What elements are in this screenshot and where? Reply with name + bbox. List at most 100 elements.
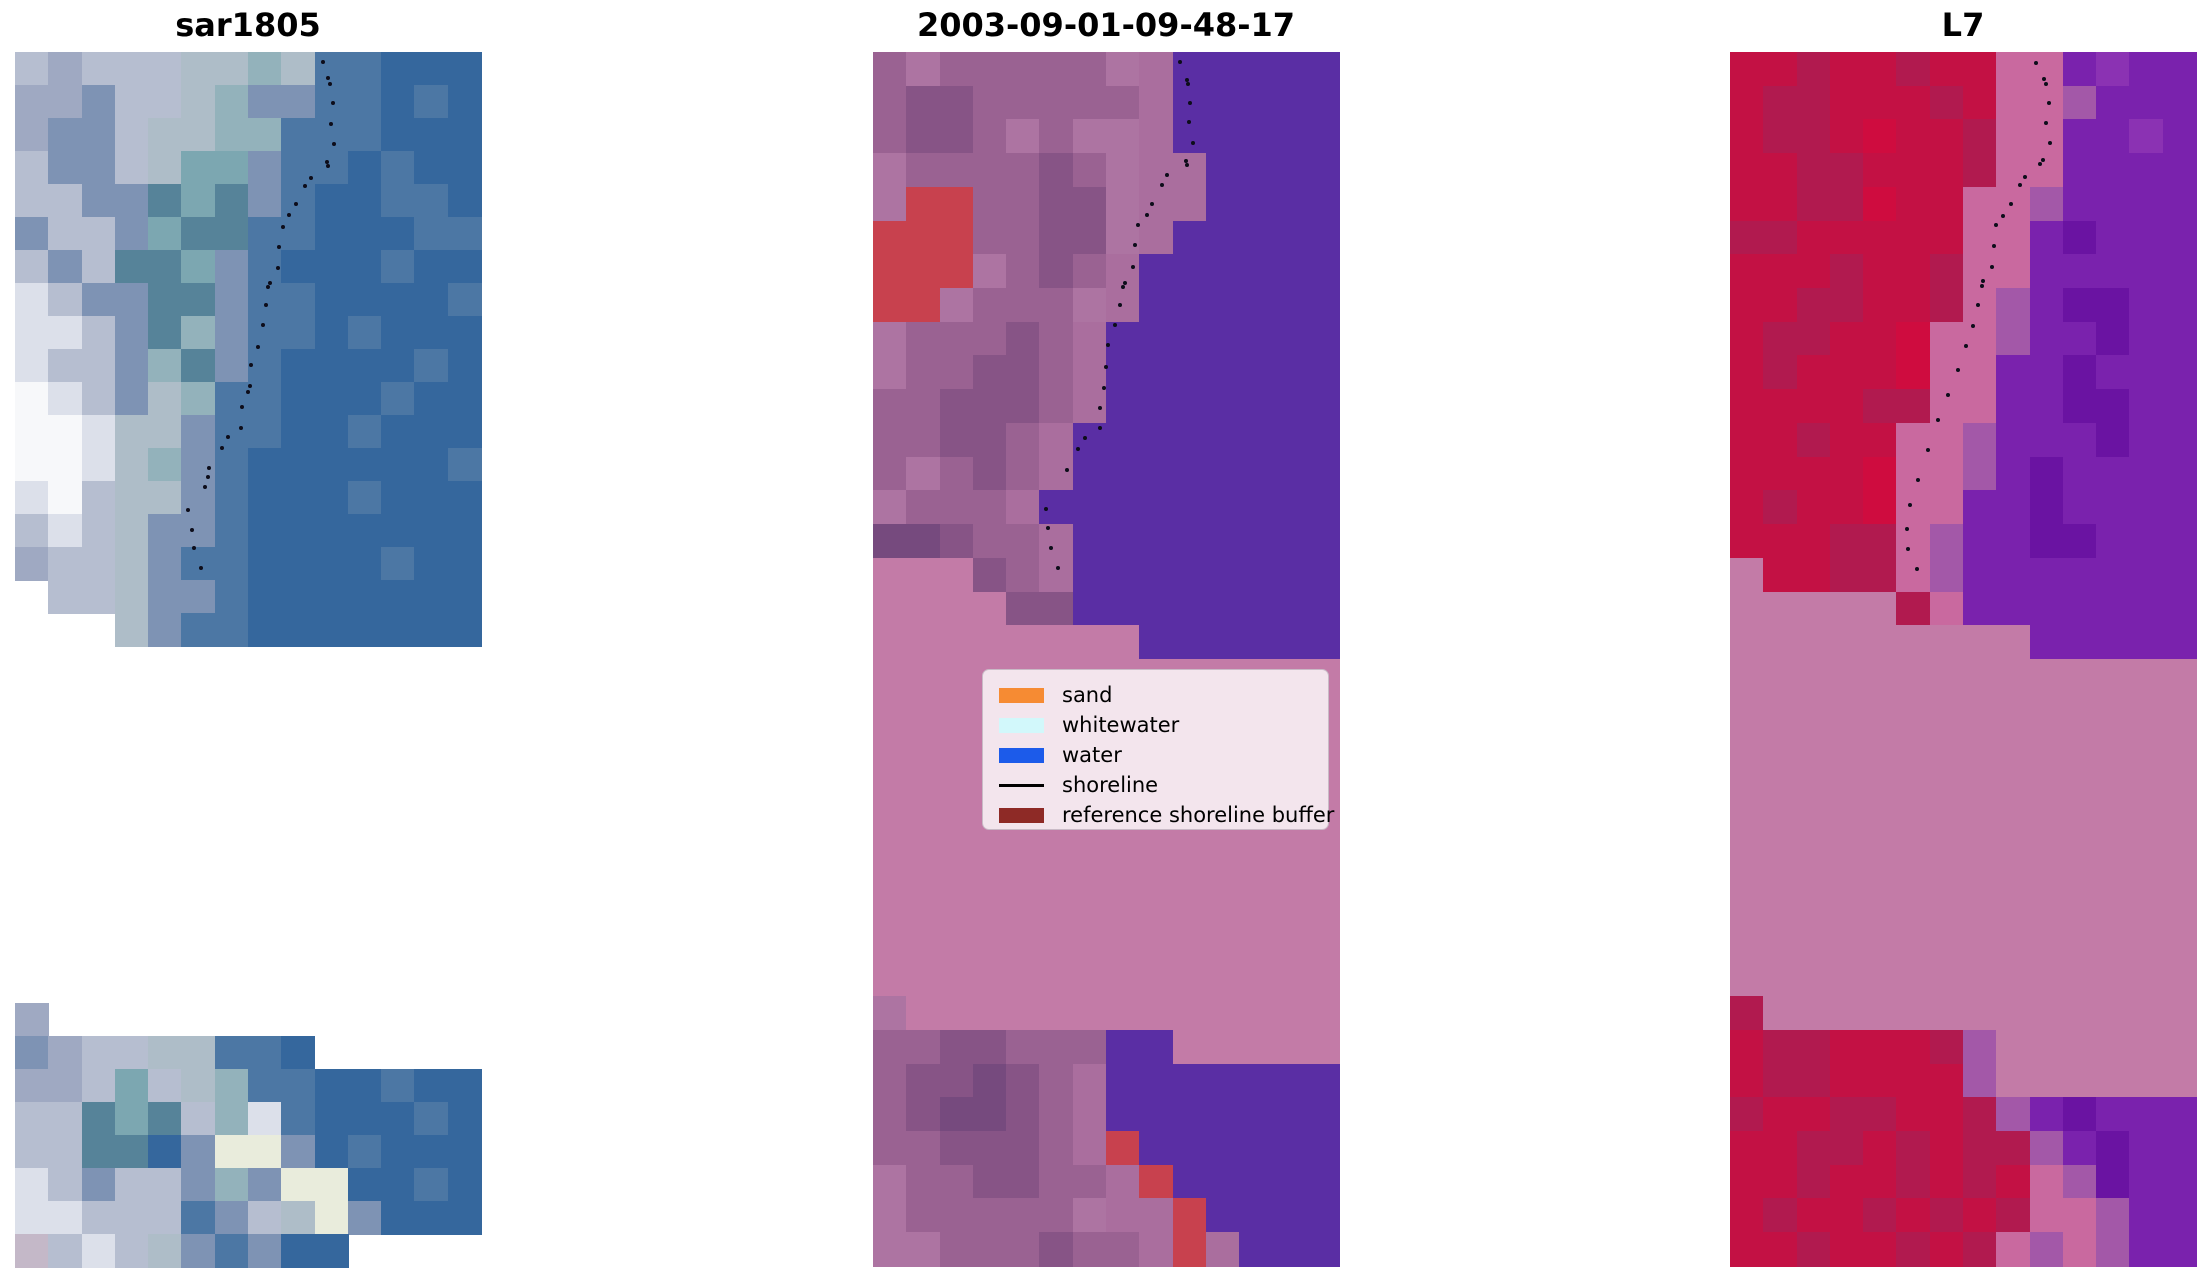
image-pixel [2062,557,2097,593]
image-pixel [1006,153,1041,188]
image-pixel [2096,591,2131,626]
image-pixel [314,151,349,185]
image-pixel [1730,153,1764,188]
image-pixel [81,448,116,482]
image-pixel [1929,692,1964,728]
image-pixel [414,250,449,284]
shoreline-dot [1964,344,1968,348]
shoreline-dot [207,466,211,470]
image-pixel [281,85,316,119]
image-pixel [148,250,183,284]
image-pixel [1996,692,2031,728]
image-pixel [314,448,349,482]
image-pixel [1730,557,1764,593]
image-pixel [114,184,149,218]
image-pixel [414,1102,449,1136]
image-pixel [1829,793,1864,829]
image-pixel [181,580,216,614]
image-pixel [1996,355,2031,390]
image-pixel [1963,827,1997,862]
image-pixel [1996,928,2031,964]
image-pixel [1863,254,1898,289]
image-pixel [214,415,249,449]
image-pixel [81,1168,116,1202]
image-pixel [381,514,416,548]
image-pixel [1139,321,1174,357]
legend-item-water: water [983,740,1328,770]
image-pixel [1863,456,1898,492]
image-pixel [1863,321,1898,357]
image-pixel [181,349,216,383]
image-pixel [1730,1063,1764,1098]
image-pixel [2162,456,2197,492]
image-pixel [2029,1131,2064,1166]
image-pixel [1896,254,1931,289]
image-pixel [1996,1029,2031,1065]
shoreline-dot [326,164,330,168]
image-pixel [1929,895,1964,930]
image-pixel [2062,827,2097,862]
image-pixel [2062,1164,2097,1200]
image-pixel [347,1135,382,1169]
image-pixel [314,1201,349,1235]
image-pixel [2129,895,2164,930]
image-pixel [1730,1164,1764,1200]
image-pixel [939,186,974,222]
image-pixel [81,250,116,284]
image-pixel [281,613,316,647]
image-pixel [1929,456,1964,492]
image-pixel [1963,321,1997,357]
image-pixel [1272,153,1307,188]
image-pixel [906,254,941,289]
image-pixel [2162,793,2197,829]
image-pixel [1996,389,2031,424]
image-pixel [148,349,183,383]
image-pixel [1305,119,1340,154]
image-pixel [114,52,149,86]
image-pixel [1963,186,1997,222]
image-pixel [214,349,249,383]
image-pixel [381,1135,416,1169]
image-pixel [1172,52,1207,87]
image-pixel [1106,254,1140,289]
image-pixel [248,1168,282,1202]
image-pixel [1763,1164,1798,1200]
image-pixel [414,382,449,416]
image-pixel [1139,220,1174,255]
image-pixel [381,613,416,647]
image-pixel [972,355,1007,390]
image-pixel [2029,591,2064,626]
image-pixel [248,52,282,86]
image-pixel [2029,1029,2064,1065]
image-pixel [1829,52,1864,87]
image-pixel [314,1234,349,1268]
shoreline-dot [249,363,253,367]
image-pixel [2029,895,2064,930]
image-pixel [2096,1029,2131,1065]
image-pixel [1829,996,1864,1031]
image-pixel [1963,591,1997,626]
image-pixel [1139,355,1174,390]
image-pixel [972,321,1007,357]
image-pixel [414,85,449,119]
image-pixel [314,415,349,449]
image-pixel [1963,962,1997,997]
image-pixel [214,1201,249,1235]
image-pixel [1796,1232,1831,1267]
image-pixel [1072,288,1107,323]
image-pixel [1963,220,1997,255]
image-pixel [1139,52,1174,87]
image-pixel [314,283,349,317]
image-pixel [314,52,349,86]
image-pixel [248,217,282,251]
image-pixel [214,118,249,152]
image-pixel [2062,625,2097,660]
image-pixel [414,415,449,449]
image-pixel [1763,85,1798,121]
image-pixel [148,415,183,449]
image-pixel [1072,254,1107,289]
image-pixel [1829,1029,1864,1065]
image-pixel [939,220,974,255]
image-pixel [48,547,83,581]
image-pixel [2096,658,2131,694]
